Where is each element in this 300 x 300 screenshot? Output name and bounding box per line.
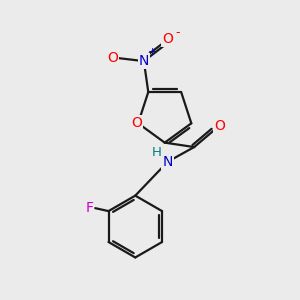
Text: N: N [139, 54, 149, 68]
Text: F: F [85, 201, 93, 215]
Text: O: O [214, 119, 225, 134]
Text: N: N [163, 155, 173, 169]
Text: O: O [163, 32, 173, 46]
Text: O: O [107, 51, 118, 65]
Text: -: - [175, 26, 180, 39]
Text: +: + [147, 47, 157, 57]
Text: H: H [152, 146, 161, 159]
Text: O: O [131, 116, 142, 130]
